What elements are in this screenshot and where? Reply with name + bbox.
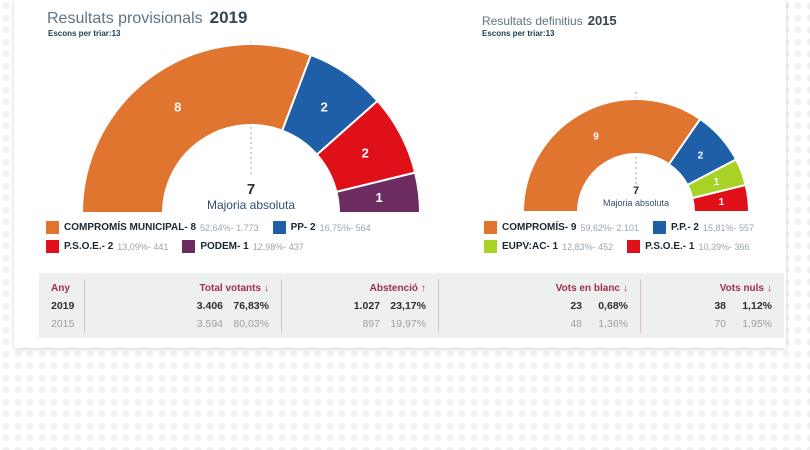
legend-item-compromis-municipal: COMPROMÍS MUNICIPAL- 8 52,64%- 1.773 — [46, 221, 259, 234]
cell-2015-total-votants: 3.594 80,03% — [196, 318, 269, 330]
column-header-label: Vots en blanc — [555, 282, 620, 294]
legend-party-label: P.S.O.E.- 2 — [64, 241, 114, 252]
sort-desc-icon: ↓ — [767, 282, 772, 294]
cell-2019-abstencio: 1.027 23,17% — [353, 300, 426, 312]
vote-summary-table: Any 2019 2015 Total votants ↓ 3.406 76,83… — [39, 273, 784, 338]
seats-to-elect-2019: Escons per triar:13 — [48, 29, 121, 38]
sort-desc-icon: ↓ — [264, 282, 269, 294]
legend-2019: COMPROMÍS MUNICIPAL- 8 52,64%- 1.773 PP-… — [46, 221, 478, 253]
column-header-label: Abstenció — [369, 282, 418, 294]
donut-segment-comprom-s[interactable] — [521, 98, 702, 213]
legend-party-label: COMPROMÍS MUNICIPAL- 8 — [64, 222, 197, 233]
column-abstencio: Abstenció ↑ 1.027 23,17% 897 19,97% — [282, 279, 439, 333]
seat-count-label: 2 — [362, 146, 369, 161]
legend-item-pp: P.P.- 2 15,81%- 557 — [653, 221, 754, 234]
legend-party-stats: 52,64%- 1.773 — [200, 222, 259, 233]
results-2019-title-text: Resultats provisionals — [47, 10, 203, 27]
column-header-vots-nuls[interactable]: Vots nuls ↓ — [653, 279, 772, 297]
legend-color-swatch — [46, 221, 59, 234]
legend-party-stats: 13,09%- 441 — [117, 241, 169, 252]
majority-label: Majoria absoluta — [603, 198, 669, 208]
column-header-label: Any — [51, 282, 70, 294]
column-header-label: Total votants — [199, 282, 261, 294]
donut-segment-comprom-s-municipal[interactable] — [80, 43, 313, 214]
legend-party-label: COMPROMÍS- 9 — [502, 222, 577, 233]
legend-party-label: EUPV:AC- 1 — [502, 241, 559, 252]
column-total-votants: Total votants ↓ 3.406 76,83% 3.594 80,03% — [85, 279, 282, 333]
majority-seats-value: 7 — [633, 185, 639, 197]
cell-2019-vots-en-blanc: 23 0,68% — [570, 300, 628, 312]
legend-party-label: P.S.O.E.- 1 — [645, 241, 695, 252]
donut-segment-p-s-o-e-[interactable] — [691, 183, 751, 213]
seats-donut-2019: 8 2 2 1 7 Majoria absoluta — [80, 42, 422, 214]
legend-item-compromis: COMPROMÍS- 9 59,62%- 2.101 — [484, 221, 639, 234]
row-2015-year: 2015 — [51, 318, 75, 330]
seats-donut-2015: 9 2 1 1 7 Majoria absoluta — [521, 92, 751, 213]
results-2019-title: Resultats provisionals 2019 — [47, 8, 247, 28]
legend-party-stats: 59,62%- 2.101 — [580, 222, 639, 233]
legend-party-label: PP- 2 — [290, 222, 316, 233]
column-vots-en-blanc: Vots en blanc ↓ 23 0,68% 48 1,36% — [439, 279, 641, 333]
cell-2015-vots-en-blanc: 48 1,36% — [570, 318, 628, 330]
results-2019-year: 2019 — [209, 8, 248, 27]
cell-2019-vots-nuls: 38 1,12% — [714, 300, 772, 312]
legend-color-swatch — [484, 221, 497, 234]
seat-count-label: 2 — [321, 99, 328, 114]
legend-party-label: P.P.- 2 — [671, 222, 699, 233]
legend-item-podem: PODEM- 1 12,98%- 437 — [182, 240, 304, 253]
legend-color-swatch — [182, 240, 196, 253]
seat-count-label: 2 — [698, 151, 704, 162]
sort-asc-icon: ↑ — [421, 282, 426, 294]
majority-label: Majoria absoluta — [207, 198, 295, 212]
column-header-total-votants[interactable]: Total votants ↓ — [97, 279, 269, 297]
seat-count-label: 9 — [593, 131, 599, 142]
seat-count-label: 1 — [714, 177, 720, 188]
majority-seats-value: 7 — [247, 181, 255, 198]
column-header-any[interactable]: Any — [51, 279, 72, 297]
results-2015-title-text: Resultats definitius — [482, 14, 583, 28]
cell-2015-vots-nuls: 70 1,95% — [714, 318, 772, 330]
column-any: Any 2019 2015 — [39, 279, 85, 333]
legend-party-stats: 12,83%- 452 — [562, 241, 614, 252]
legend-party-stats: 12,98%- 437 — [252, 241, 304, 252]
legend-party-stats: 16,75%- 564 — [319, 222, 371, 233]
donut-segment-podem[interactable] — [335, 171, 422, 214]
legend-item-psoe: P.S.O.E.- 2 13,09%- 441 — [46, 240, 168, 253]
legend-item-psoe: P.S.O.E.- 1 10,39%- 366 — [627, 240, 750, 253]
cell-2015-abstencio: 897 19,97% — [362, 318, 426, 330]
row-2019-year: 2019 — [51, 300, 75, 312]
results-card: Resultats provisionals 2019 Escons per tr… — [14, 0, 786, 348]
column-header-vots-en-blanc[interactable]: Vots en blanc ↓ — [451, 279, 628, 297]
legend-color-swatch — [484, 240, 497, 253]
sort-desc-icon: ↓ — [623, 282, 628, 294]
legend-color-swatch — [46, 240, 59, 253]
legend-party-stats: 10,39%- 366 — [698, 241, 750, 252]
seat-count-label: 1 — [719, 197, 725, 208]
column-vots-nuls: Vots nuls ↓ 38 1,12% 70 1,95% — [641, 279, 784, 333]
seats-to-elect-2015: Escons per triar:13 — [482, 29, 555, 38]
results-2015-title: Resultats definitius 2015 — [482, 12, 617, 30]
legend-party-label: PODEM- 1 — [200, 241, 249, 252]
legend-party-stats: 15,81%- 557 — [703, 222, 755, 233]
legend-item-eupv-ac: EUPV:AC- 1 12,83%- 452 — [484, 240, 613, 253]
seat-count-label: 8 — [174, 99, 181, 114]
legend-color-swatch — [653, 221, 666, 234]
seat-count-label: 1 — [375, 190, 382, 205]
cell-2019-total-votants: 3.406 76,83% — [196, 300, 269, 312]
legend-item-pp: PP- 2 16,75%- 564 — [272, 221, 371, 234]
column-header-abstencio[interactable]: Abstenció ↑ — [294, 279, 426, 297]
results-2015-year: 2015 — [587, 13, 617, 28]
legend-2015: COMPROMÍS- 9 59,62%- 2.101 P.P.- 2 15,81… — [484, 221, 784, 253]
column-header-label: Vots nuls — [719, 282, 764, 294]
legend-color-swatch — [272, 221, 286, 234]
legend-color-swatch — [627, 240, 641, 253]
